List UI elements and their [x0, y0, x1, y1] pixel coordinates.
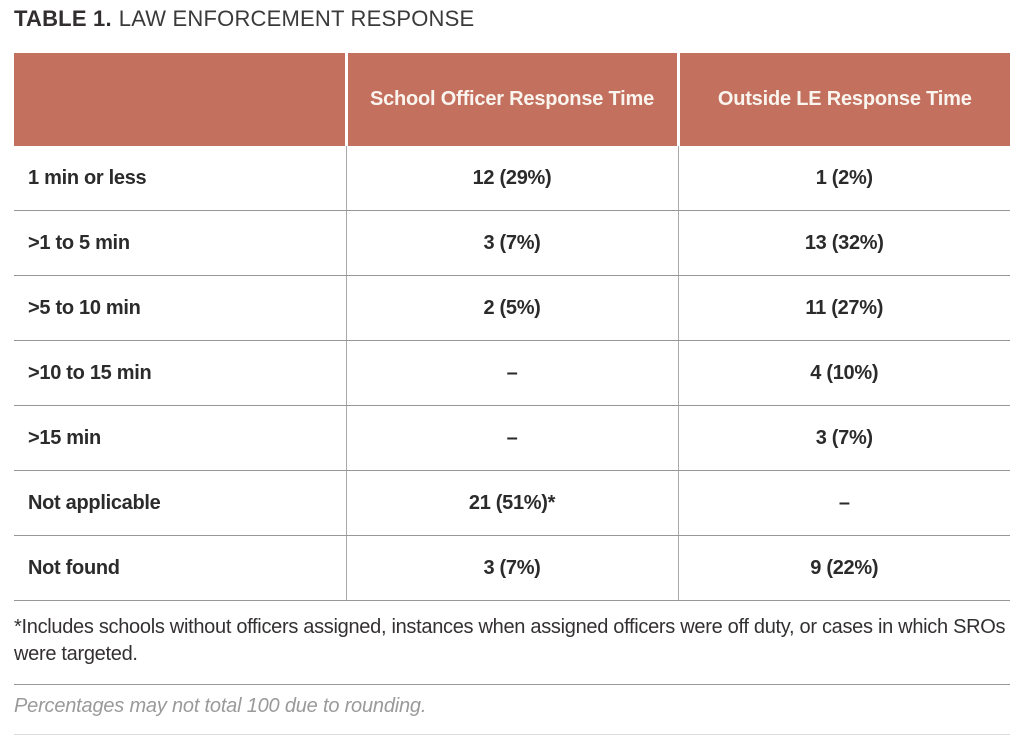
table-title: TABLE 1. LAW ENFORCEMENT RESPONSE	[14, 6, 474, 32]
cell-outside-le: 9 (22%)	[677, 535, 1010, 601]
column-header-outside-le: Outside LE Response Time	[676, 53, 1010, 146]
table-row: >5 to 10 min 2 (5%) 11 (27%)	[14, 275, 1010, 341]
cell-school-officer: –	[345, 340, 678, 406]
table-row: 1 min or less 12 (29%) 1 (2%)	[14, 146, 1010, 211]
column-header-blank	[14, 53, 346, 146]
cell-school-officer: –	[345, 405, 678, 471]
cell-outside-le: –	[677, 470, 1010, 536]
table-row: Not applicable 21 (51%)* –	[14, 470, 1010, 536]
law-enforcement-response-table: School Officer Response Time Outside LE …	[14, 53, 1010, 601]
row-label: >10 to 15 min	[14, 340, 346, 406]
table-row: >10 to 15 min – 4 (10%)	[14, 340, 1010, 406]
cell-school-officer: 3 (7%)	[345, 535, 678, 601]
row-label: >15 min	[14, 405, 346, 471]
rounding-note: Percentages may not total 100 due to rou…	[14, 695, 427, 717]
cell-outside-le: 3 (7%)	[677, 405, 1010, 471]
row-label: Not found	[14, 535, 346, 601]
table-title-prefix: TABLE 1.	[14, 6, 112, 31]
header-row: School Officer Response Time Outside LE …	[14, 53, 1010, 146]
cell-outside-le: 4 (10%)	[677, 340, 1010, 406]
cell-outside-le: 11 (27%)	[677, 275, 1010, 341]
cell-school-officer: 3 (7%)	[345, 210, 678, 276]
footnote-divider	[14, 684, 1010, 685]
cell-outside-le: 1 (2%)	[677, 146, 1010, 211]
asterisk-footnote: *Includes schools without officers assig…	[14, 616, 1006, 665]
row-label: >1 to 5 min	[14, 210, 346, 276]
table-title-text: LAW ENFORCEMENT RESPONSE	[118, 6, 475, 31]
row-label: >5 to 10 min	[14, 275, 346, 341]
row-label: 1 min or less	[14, 146, 346, 211]
cell-outside-le: 13 (32%)	[677, 210, 1010, 276]
table-row: >1 to 5 min 3 (7%) 13 (32%)	[14, 210, 1010, 276]
table-row: >15 min – 3 (7%)	[14, 405, 1010, 471]
cell-school-officer: 2 (5%)	[345, 275, 678, 341]
cell-school-officer: 12 (29%)	[345, 146, 678, 211]
row-label: Not applicable	[14, 470, 346, 536]
cell-school-officer: 21 (51%)*	[345, 470, 678, 536]
bottom-divider	[14, 734, 1010, 735]
column-header-school-officer: School Officer Response Time	[344, 53, 678, 146]
table-row: Not found 3 (7%) 9 (22%)	[14, 535, 1010, 601]
